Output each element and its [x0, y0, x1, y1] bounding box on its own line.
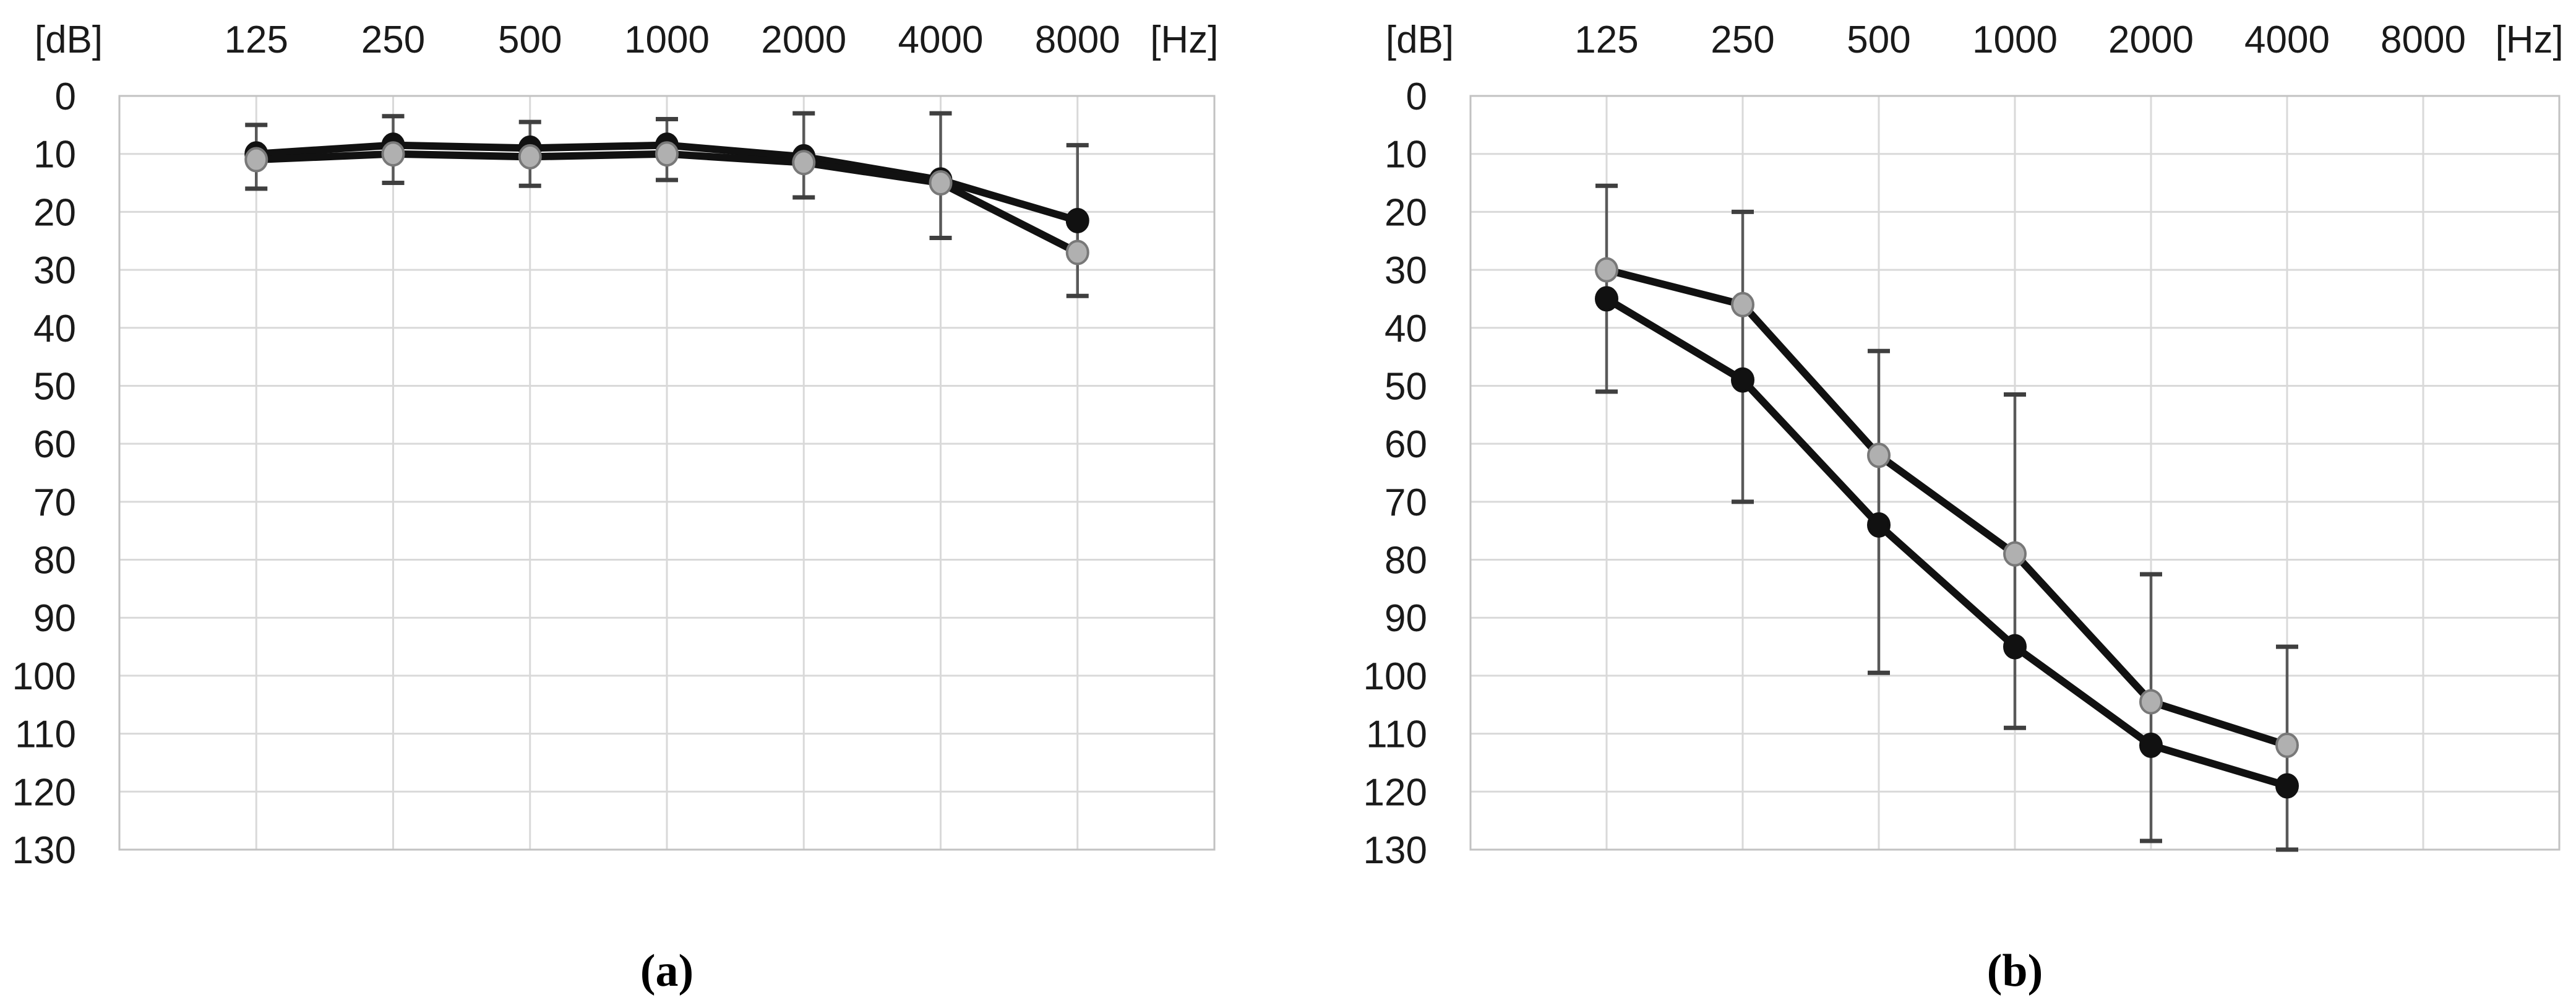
y-tick-label: 60: [33, 423, 76, 466]
data-point-marker: [2275, 732, 2299, 758]
x-tick-label: 500: [1847, 19, 1910, 61]
x-tick-label: 250: [1711, 19, 1774, 61]
y-tick-label: 30: [1385, 249, 1427, 292]
y-tick-label: 90: [33, 597, 76, 640]
data-point-marker: [244, 147, 268, 173]
data-point-marker: [2003, 541, 2027, 567]
y-tick-label: 0: [55, 75, 76, 118]
data-point-marker: [381, 141, 405, 167]
data-point-marker: [1867, 512, 1891, 538]
data-point-marker: [792, 150, 816, 176]
y-tick-label: 110: [1366, 713, 1427, 756]
data-point-marker: [518, 144, 542, 170]
y-tick-label: 130: [1363, 829, 1427, 872]
y-tick-label: 40: [33, 308, 76, 350]
x-tick-label: 1000: [1972, 19, 2058, 61]
x-tick-label: 125: [225, 19, 288, 61]
y-tick-label: 120: [12, 771, 76, 814]
x-tick-label: 2000: [2108, 19, 2194, 61]
y-tick-label: 100: [12, 655, 76, 698]
panel-b-chart: 0 10 20 30 40 50 60 70 80 90 100 110 120 130 125 250 500…: [1363, 19, 2564, 996]
y-tick-label: 120: [1363, 771, 1427, 814]
data-point-marker: [1731, 367, 1754, 393]
data-point-marker: [1065, 207, 1089, 233]
panel-caption: (a): [640, 946, 693, 996]
x-tick-label: 8000: [2381, 19, 2466, 61]
x-tick-label: 2000: [761, 19, 846, 61]
series-gray-circle-series: [1595, 257, 2299, 758]
y-tick-label: 0: [1406, 75, 1427, 118]
y-tick-label: 50: [1385, 365, 1427, 408]
series-line: [1603, 266, 2291, 749]
series-line: [1603, 295, 2291, 790]
y-tick-label: 40: [1385, 308, 1427, 350]
y-tick-label: 80: [33, 540, 76, 582]
y-tick-label: 110: [15, 713, 76, 756]
y-tick-label: 80: [1385, 540, 1427, 582]
x-axis-unit-label: [Hz]: [2495, 19, 2563, 61]
y-tick-label: 50: [33, 365, 76, 408]
data-point-marker: [1731, 291, 1754, 317]
x-tick-label: 4000: [898, 19, 984, 61]
x-tick-label: 1000: [624, 19, 710, 61]
axis-labels: 0 10 20 30 40 50 60 70 80 90 100 110 120 130 125 250 500…: [12, 19, 1219, 872]
y-axis-unit-label: [dB]: [35, 19, 103, 61]
x-tick-label: 500: [498, 19, 562, 61]
data-point-marker: [1065, 239, 1089, 265]
data-point-marker: [929, 170, 953, 196]
error-bars: [1595, 183, 2298, 852]
y-tick-label: 20: [1385, 191, 1427, 234]
plot-border: [1469, 95, 2561, 851]
data-point-marker: [655, 141, 679, 167]
axis-labels: 0 10 20 30 40 50 60 70 80 90 100 110 120 130 125 250 500…: [1363, 19, 2564, 872]
x-tick-label: 250: [361, 19, 425, 61]
data-point-marker: [1595, 257, 1618, 283]
series-gray-circle-series: [244, 141, 1089, 265]
y-tick-label: 90: [1385, 597, 1427, 640]
series-black-circle-series: [1595, 286, 2299, 799]
data-point-marker: [2275, 773, 2299, 799]
data-point-marker: [1867, 442, 1891, 468]
panel-a: 0 10 20 30 40 50 60 70 80 90 100 110 120 130 125 250 500…: [12, 19, 1219, 996]
y-tick-label: 70: [33, 481, 76, 524]
y-tick-label: 10: [1385, 134, 1427, 176]
plot-border: [118, 95, 1216, 851]
y-axis-unit-label: [dB]: [1386, 19, 1454, 61]
data-point-marker: [1595, 286, 1618, 312]
y-tick-label: 60: [1385, 423, 1427, 466]
y-tick-label: 130: [12, 829, 76, 872]
y-tick-label: 30: [33, 249, 76, 292]
panel-b: 0 10 20 30 40 50 60 70 80 90 100 110 120 130 125 250 500…: [1288, 0, 2576, 1000]
x-tick-label: 125: [1574, 19, 1638, 61]
x-tick-label: 4000: [2244, 19, 2330, 61]
panel-a-chart: 0 10 20 30 40 50 60 70 80 90 100 110 120 130 125 250 500…: [12, 19, 1219, 996]
x-tick-label: 8000: [1035, 19, 1120, 61]
x-axis-unit-label: [Hz]: [1150, 19, 1218, 61]
data-point-marker: [2139, 689, 2163, 715]
y-tick-label: 70: [1385, 481, 1427, 524]
data-point-marker: [2003, 634, 2027, 660]
y-tick-label: 10: [33, 134, 76, 176]
data-point-marker: [2139, 732, 2163, 758]
panel-caption: (b): [1987, 946, 2043, 996]
y-tick-label: 100: [1363, 655, 1427, 698]
y-tick-label: 20: [33, 191, 76, 234]
